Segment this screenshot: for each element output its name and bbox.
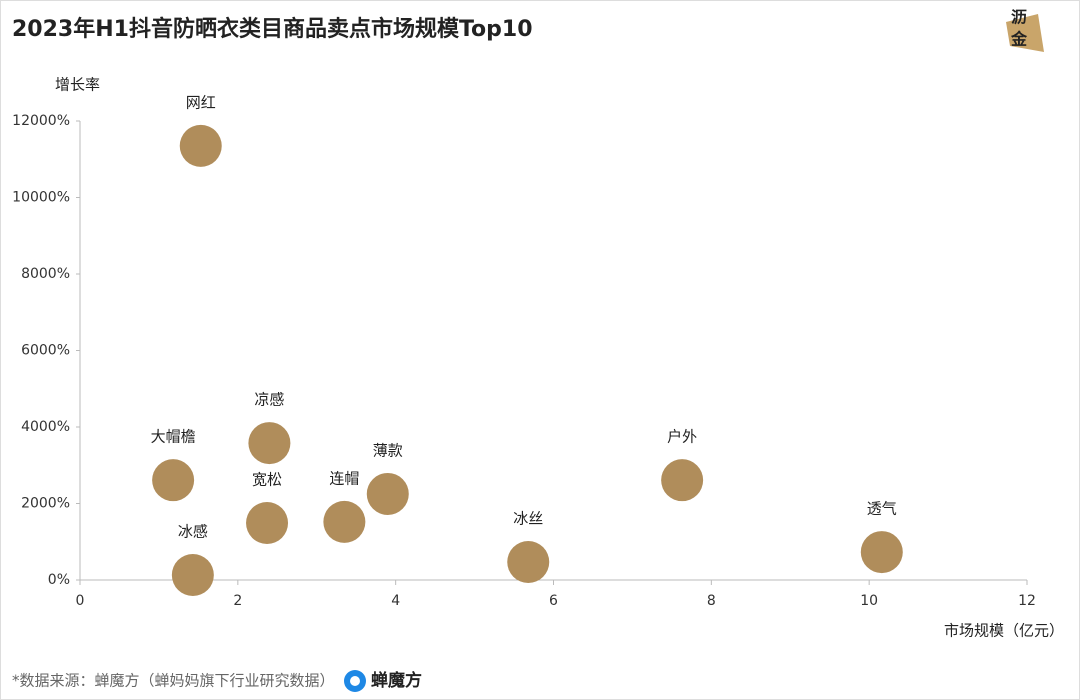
point-label: 透气	[867, 500, 897, 518]
y-tick-label: 0%	[48, 572, 70, 588]
point	[323, 500, 366, 543]
point-label: 冰丝	[513, 510, 543, 528]
y-tick-label: 8000%	[21, 266, 70, 282]
brand-name: 蝉魔方	[371, 670, 422, 691]
point-label: 户外	[667, 428, 697, 446]
point	[179, 124, 222, 167]
watermark-shape	[1006, 14, 1044, 52]
source-note: *数据来源：蝉魔方（蝉妈妈旗下行业研究数据）	[12, 672, 335, 690]
point	[171, 554, 214, 597]
point-label: 网红	[186, 93, 216, 111]
y-tick-label: 10000%	[12, 190, 70, 206]
y-axis-label: 增长率	[55, 76, 100, 94]
point	[246, 502, 289, 545]
y-tick-label: 12000%	[12, 113, 70, 129]
chart-title: 2023年H1抖音防晒衣类目商品卖点市场规模Top10	[12, 16, 533, 42]
point-label: 宽松	[252, 471, 282, 489]
point-label: 大帽檐	[151, 428, 196, 446]
x-tick-label: 10	[860, 593, 878, 609]
x-tick-label: 6	[549, 593, 558, 609]
point-label: 凉感	[254, 391, 284, 409]
point	[248, 422, 291, 465]
point-label: 冰感	[178, 523, 208, 541]
x-tick-label: 4	[391, 593, 400, 609]
x-axis-label: 市场规模（亿元）	[944, 622, 1064, 640]
watermark: 金	[1010, 30, 1028, 49]
point	[860, 531, 903, 574]
point	[152, 459, 195, 502]
y-tick-label: 4000%	[21, 419, 70, 435]
point-label: 薄款	[373, 441, 403, 459]
y-tick-label: 2000%	[21, 496, 70, 512]
x-tick-label: 0	[76, 593, 85, 609]
y-tick-label: 6000%	[21, 343, 70, 359]
point	[661, 459, 704, 502]
x-tick-label: 12	[1018, 593, 1036, 609]
x-tick-label: 8	[707, 593, 716, 609]
x-tick-label: 2	[233, 593, 242, 609]
brand-icon	[350, 676, 360, 686]
watermark: 沥	[1011, 8, 1027, 27]
point	[507, 541, 550, 584]
point-label: 连帽	[329, 469, 359, 487]
point	[366, 472, 409, 515]
